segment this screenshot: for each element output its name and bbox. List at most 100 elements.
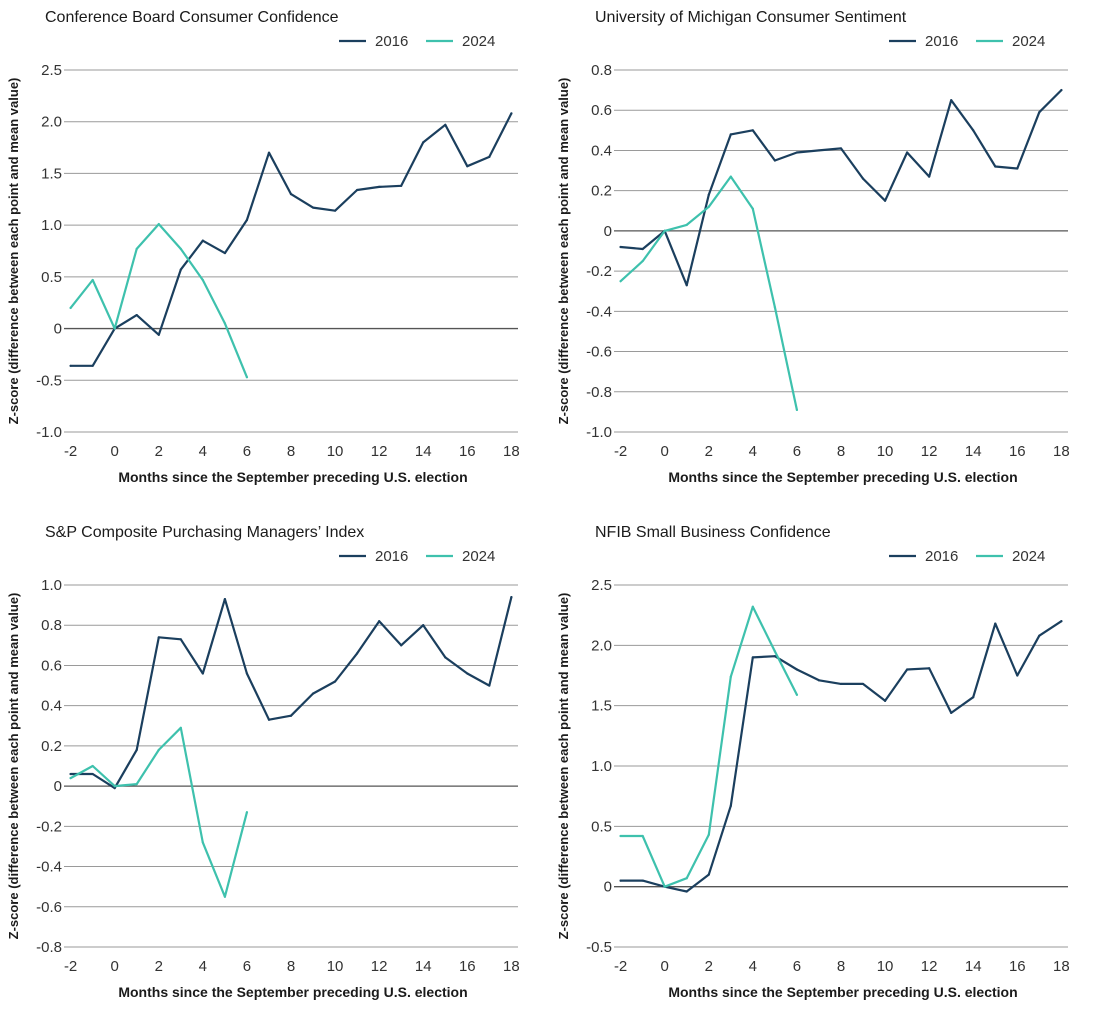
data-point-2024	[179, 247, 182, 251]
data-point-2016	[729, 804, 732, 807]
y-tick-label: 1.0	[41, 217, 62, 234]
x-tick-label: 6	[243, 443, 251, 460]
y-tick-label: 0.2	[41, 738, 62, 755]
data-point-2016	[267, 151, 271, 154]
series-line-2024	[619, 605, 798, 888]
chart-svg: NFIB Small Business Confidence -0.5 0 0.5 1.…	[556, 524, 1070, 1000]
data-point-2016	[245, 672, 249, 675]
chart-title: University of Michigan Consumer Sentimen…	[595, 9, 907, 26]
data-point-2016	[488, 684, 491, 687]
series-line-2016	[69, 595, 513, 790]
chart-panel-sp-pmi: S&P Composite Purchasing Managers’ Index…	[0, 515, 550, 1030]
data-point-2016	[466, 165, 469, 168]
data-point-2024	[223, 322, 226, 325]
x-tick-label: 12	[921, 958, 938, 975]
y-tick-label: -1.0	[586, 424, 612, 441]
x-tick-label: 0	[661, 443, 669, 460]
x-tick-label: 6	[793, 443, 801, 460]
data-point-2016	[157, 636, 160, 639]
data-point-2016	[245, 218, 249, 222]
x-tick-label: -2	[614, 443, 627, 460]
data-point-2016	[1038, 634, 1041, 637]
data-point-2016	[69, 772, 72, 776]
data-point-2016	[333, 680, 337, 683]
chart-title: S&P Composite Purchasing Managers’ Index	[45, 524, 364, 541]
y-tick-label: -0.2	[36, 818, 62, 835]
x-tick-label: -2	[64, 443, 77, 460]
series-line-2016	[619, 620, 1063, 893]
data-point-2024	[729, 675, 732, 678]
data-point-2016	[179, 638, 182, 641]
data-point-2024	[201, 841, 204, 844]
x-axis-label: Months since the September preceding U.S…	[668, 984, 1017, 1000]
x-tick-label: 14	[965, 958, 982, 975]
series-line-2024	[619, 175, 798, 411]
data-point-2016	[510, 595, 513, 599]
x-tick-label: 8	[287, 958, 295, 975]
x-tick-label: 18	[1053, 958, 1070, 975]
data-point-2016	[906, 668, 909, 671]
data-point-2016	[135, 748, 138, 752]
data-point-2016	[773, 159, 776, 162]
data-point-2016	[267, 718, 271, 721]
chart-title: Conference Board Consumer Confidence	[45, 9, 339, 26]
y-tick-label: 1.5	[591, 698, 612, 715]
data-point-2024	[619, 834, 622, 838]
x-tick-label: 10	[877, 958, 894, 975]
x-tick-label: 2	[155, 958, 163, 975]
y-tick-label: -0.4	[36, 859, 62, 876]
data-point-2016	[795, 151, 799, 154]
data-point-2024	[91, 278, 94, 282]
chart-panel-nfib: NFIB Small Business Confidence -0.5 0 0.5 1.…	[550, 515, 1100, 1030]
data-point-2024	[773, 650, 776, 653]
chart-title: NFIB Small Business Confidence	[595, 524, 831, 541]
series-line-2024	[69, 223, 248, 379]
y-tick-label: -0.5	[586, 939, 612, 956]
data-point-2024	[795, 408, 799, 411]
data-point-2016	[1016, 674, 1019, 677]
chart-svg: University of Michigan Consumer Sentimen…	[556, 9, 1070, 485]
data-point-2016	[773, 655, 776, 658]
data-point-2016	[950, 711, 953, 715]
data-point-2016	[510, 112, 513, 115]
y-tick-label: -0.2	[586, 263, 612, 280]
chart-panel-umich-sentiment: University of Michigan Consumer Sentimen…	[550, 0, 1100, 515]
x-tick-label: 4	[749, 443, 757, 460]
x-tick-label: 0	[111, 443, 119, 460]
data-point-2016	[972, 696, 975, 699]
x-tick-label: -2	[64, 958, 77, 975]
data-point-2016	[861, 177, 865, 180]
data-point-2016	[444, 656, 447, 659]
x-tick-label: 10	[877, 443, 894, 460]
data-point-2016	[883, 199, 887, 202]
y-tick-label: 0	[54, 321, 62, 338]
y-tick-label: 0.5	[41, 269, 62, 286]
data-point-2024	[201, 278, 204, 282]
legend-label-2016: 2016	[925, 33, 958, 50]
data-point-2016	[729, 133, 732, 136]
x-axis-label: Months since the September preceding U.S…	[118, 984, 467, 1000]
data-point-2016	[135, 314, 138, 317]
data-point-2016	[839, 147, 843, 150]
data-point-2016	[1060, 620, 1063, 623]
data-point-2016	[795, 668, 799, 671]
data-point-2024	[157, 223, 160, 226]
data-point-2016	[113, 787, 116, 790]
legend-label-2016: 2016	[375, 548, 408, 565]
x-tick-label: 4	[749, 958, 757, 975]
y-tick-label: 0.6	[591, 102, 612, 119]
y-tick-label: 1.0	[591, 758, 612, 775]
data-point-2016	[91, 364, 94, 367]
data-point-2016	[179, 268, 182, 271]
data-point-2016	[839, 682, 843, 686]
x-tick-label: 16	[459, 958, 476, 975]
x-tick-label: 0	[661, 958, 669, 975]
data-point-2024	[113, 327, 116, 330]
x-axis-label: Months since the September preceding U.S…	[668, 469, 1017, 485]
y-tick-label: 0.6	[41, 657, 62, 674]
y-tick-label: 2.0	[591, 637, 612, 654]
data-point-2024	[135, 783, 138, 786]
x-tick-label: 18	[503, 958, 520, 975]
x-tick-label: 0	[111, 958, 119, 975]
data-point-2016	[906, 151, 909, 154]
